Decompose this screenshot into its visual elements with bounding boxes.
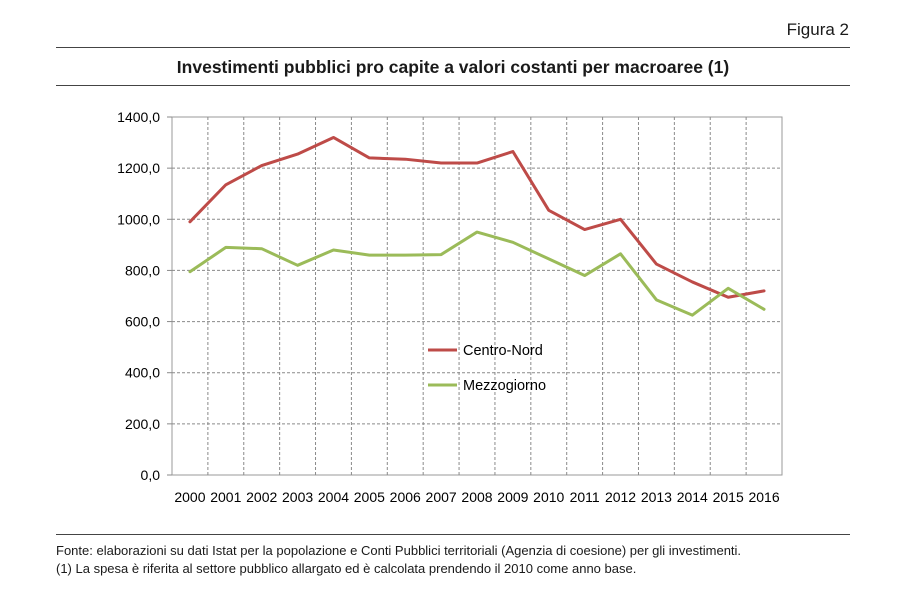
x-tick-label: 2005 bbox=[354, 489, 385, 505]
x-tick-label: 2013 bbox=[641, 489, 672, 505]
footnote-line: (1) La spesa è riferita al settore pubbl… bbox=[56, 561, 637, 576]
x-tick-label: 2011 bbox=[570, 489, 600, 505]
x-tick-label: 2000 bbox=[174, 489, 205, 505]
x-tick-label: 2009 bbox=[497, 489, 528, 505]
figure-label: Figura 2 bbox=[786, 20, 849, 39]
y-tick-label: 800,0 bbox=[125, 262, 160, 278]
x-tick-label: 2015 bbox=[713, 489, 744, 505]
x-tick-label: 2001 bbox=[210, 489, 241, 505]
y-tick-label: 0,0 bbox=[141, 467, 161, 483]
source-line: Fonte: elaborazioni su dati Istat per la… bbox=[56, 543, 742, 558]
series bbox=[188, 135, 766, 317]
x-tick-label: 2014 bbox=[677, 489, 708, 505]
x-tick-label: 2003 bbox=[282, 489, 313, 505]
series-line-mezzogiorno bbox=[188, 230, 766, 317]
grid bbox=[171, 116, 783, 476]
y-tick-label: 600,0 bbox=[125, 314, 160, 330]
x-tick-label: 2010 bbox=[533, 489, 564, 505]
line-chart: 0,0 200,0 400,0 600,0 800,0 1000,0 1200,0 1400,… bbox=[117, 109, 783, 505]
y-tick-label: 1400,0 bbox=[117, 109, 160, 125]
y-tick-label: 400,0 bbox=[125, 365, 160, 381]
x-tick-label: 2012 bbox=[605, 489, 636, 505]
legend-label: Centro-Nord bbox=[463, 343, 543, 359]
top-rule bbox=[56, 47, 850, 48]
x-tick-label: 2007 bbox=[426, 489, 457, 505]
x-tick-label: 2002 bbox=[246, 489, 277, 505]
chart-title: Investimenti pubblici pro capite a valor… bbox=[176, 57, 730, 77]
series-line-centro-nord bbox=[188, 135, 766, 299]
x-tick-label: 2006 bbox=[390, 489, 421, 505]
y-tick-label: 1200,0 bbox=[117, 160, 160, 176]
plot-frame bbox=[171, 116, 783, 476]
x-tick-label: 2008 bbox=[461, 489, 492, 505]
y-tick-label: 1000,0 bbox=[117, 211, 160, 227]
bottom-rule bbox=[56, 534, 850, 535]
x-tick-label: 2004 bbox=[318, 489, 349, 505]
source-note: Fonte: elaborazioni su dati Istat per la… bbox=[56, 542, 741, 578]
title-rule bbox=[56, 85, 850, 86]
x-tick-label: 2016 bbox=[748, 489, 779, 505]
legend-label: Mezzogiorno bbox=[463, 378, 546, 394]
y-tick-label: 200,0 bbox=[125, 416, 160, 432]
legend: Centro-Nord Mezzogiorno bbox=[428, 343, 546, 394]
axes: 0,0 200,0 400,0 600,0 800,0 1000,0 1200,0 1400,… bbox=[117, 109, 780, 505]
